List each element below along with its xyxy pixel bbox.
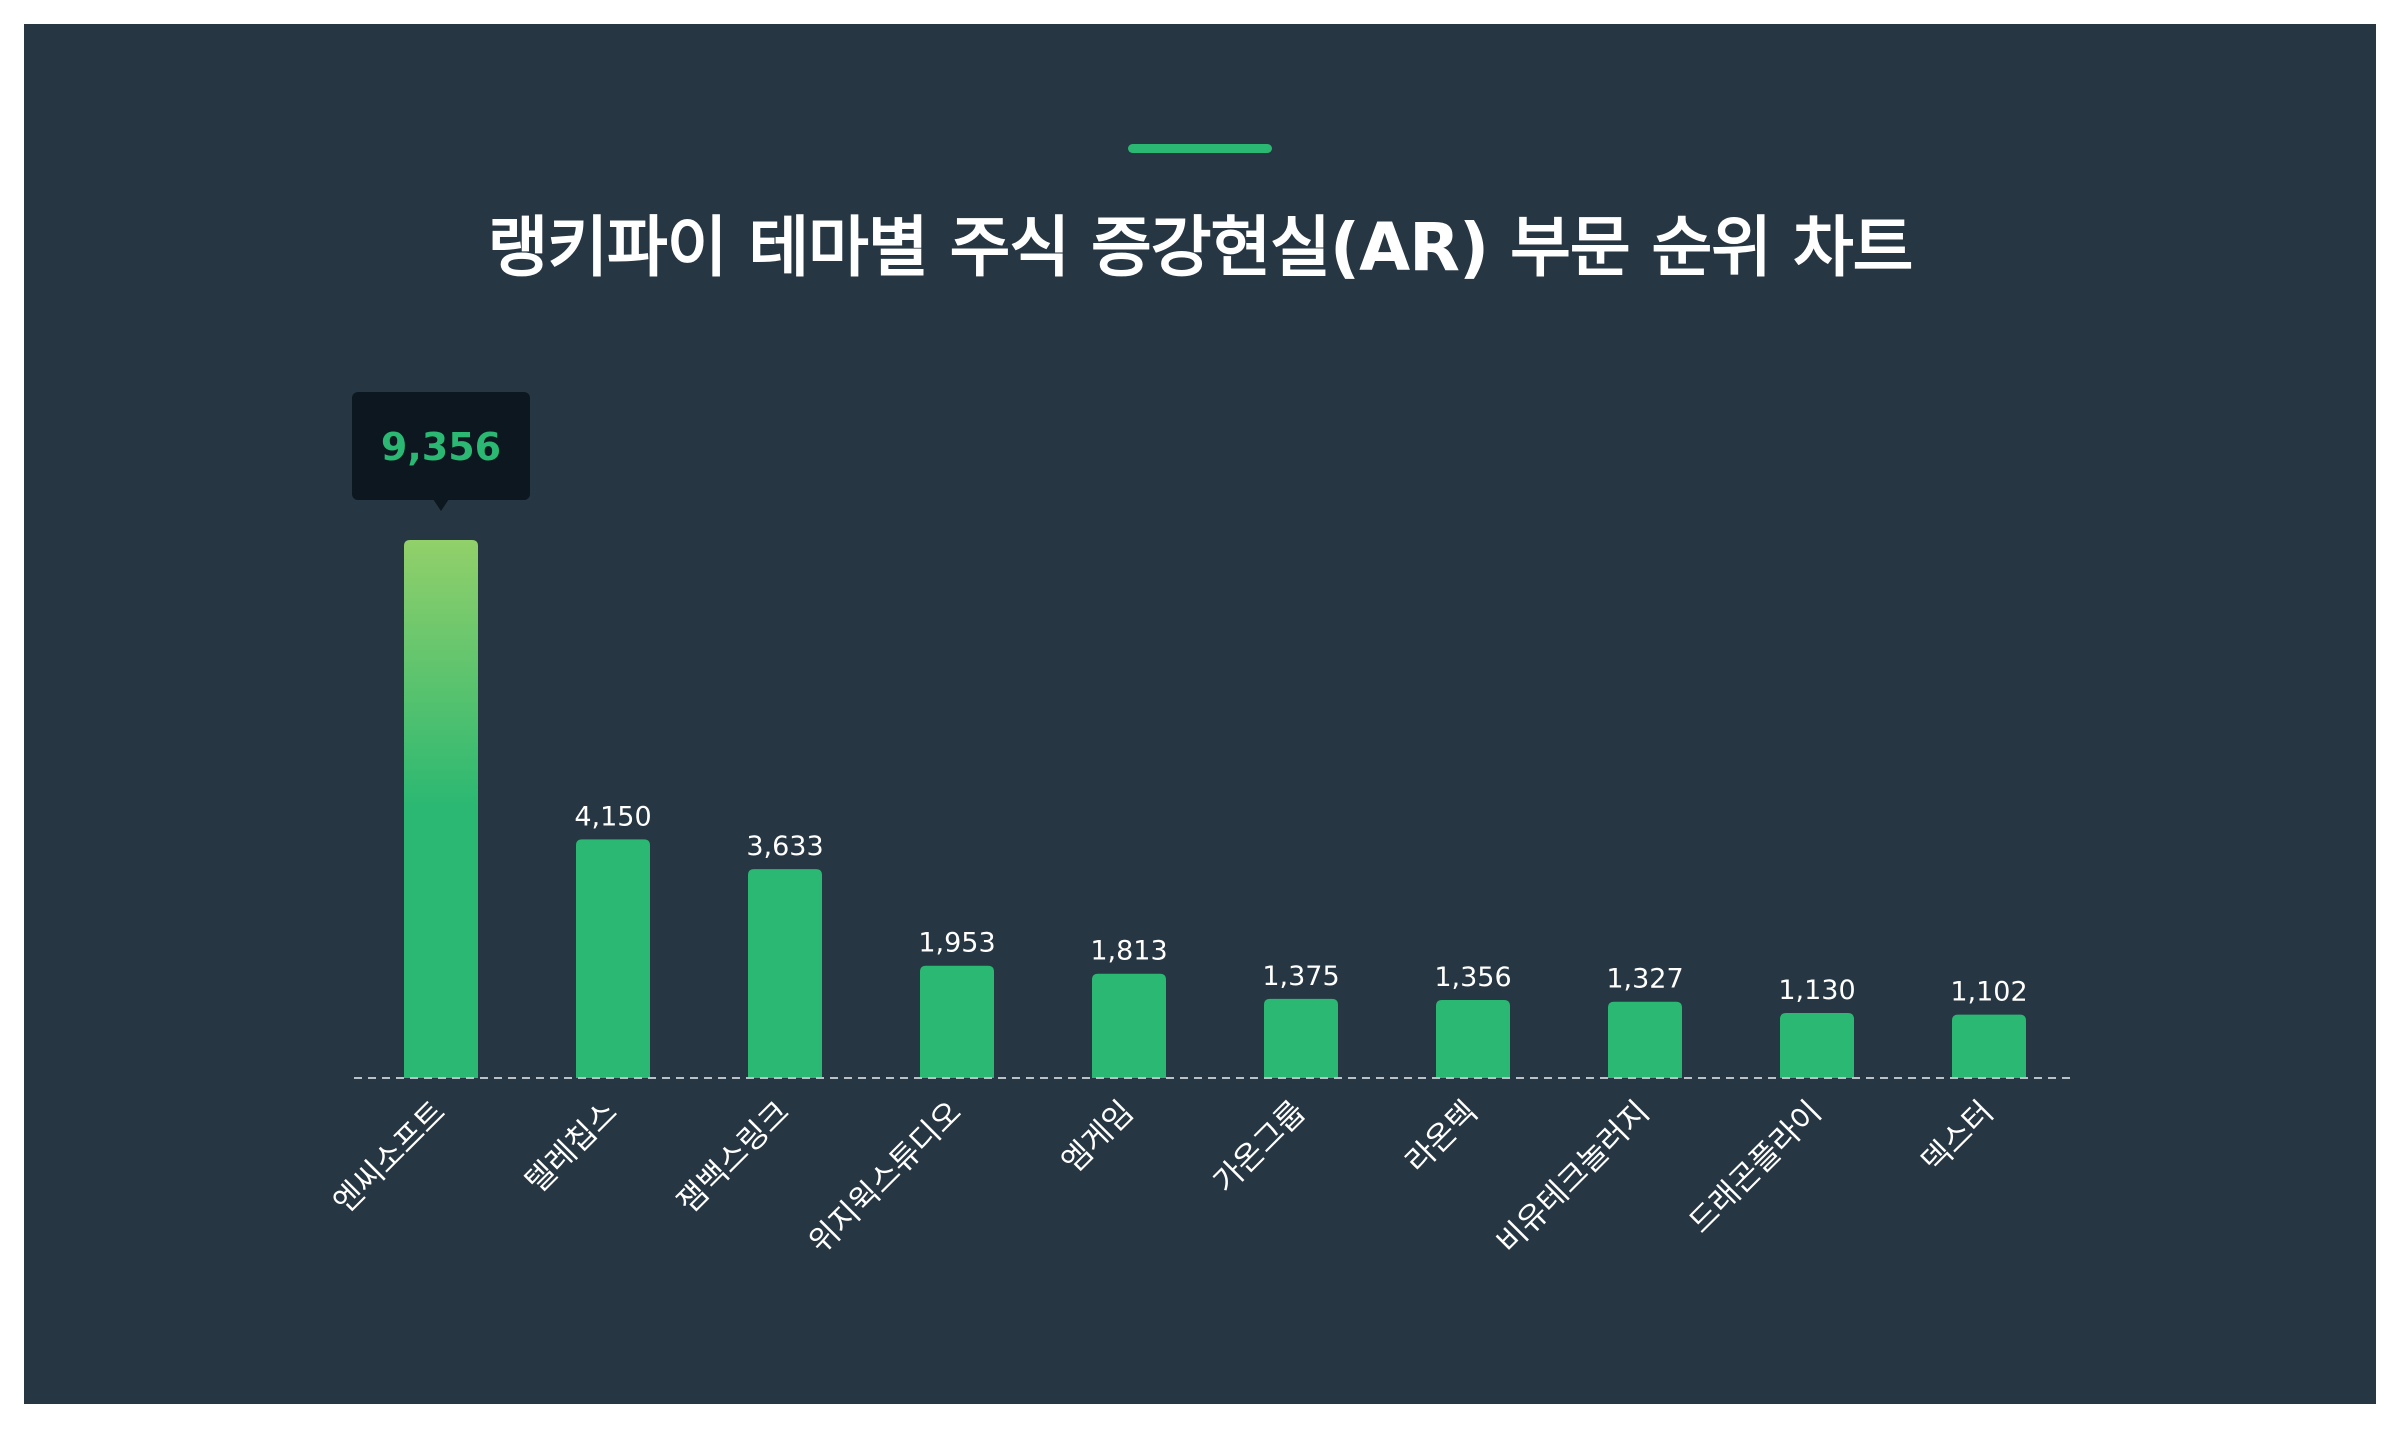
bar-5 [1092, 973, 1166, 1078]
category-label-4: 위지윅스튜디오 [802, 1094, 969, 1261]
value-label-5: 1,813 [1090, 936, 1167, 967]
value-label-10: 1,102 [1950, 977, 2027, 1008]
bars-layer: 9,356 엔씨소프트 4,150 텔레칩스 3,633 잼백스링크 1,953 위지윅스튜디… [326, 392, 2028, 1261]
bar-10 [1952, 1014, 2026, 1078]
category-label-7: 라온텍 [1399, 1094, 1485, 1180]
category-label-8: 비유테크놀러지 [1490, 1094, 1657, 1261]
bar-8 [1608, 1001, 1682, 1078]
value-label-2: 4,150 [574, 801, 651, 832]
chart-panel: 랭키파이 테마별 주식 증강현실(AR) 부문 순위 차트 9,356 엔씨소프트… [24, 24, 2376, 1404]
value-label-7: 1,356 [1434, 962, 1511, 993]
value-label-9: 1,130 [1778, 975, 1855, 1006]
top-value-tooltip: 9,356 [352, 392, 530, 511]
value-label-3: 3,633 [746, 831, 823, 862]
bar-9 [1780, 1013, 1854, 1078]
category-label-5: 엠게임 [1055, 1094, 1141, 1180]
value-label-1: 9,356 [381, 425, 501, 469]
category-label-6: 가온그룹 [1207, 1094, 1313, 1200]
bar-4 [920, 965, 994, 1078]
category-label-1: 엔씨소프트 [326, 1094, 452, 1220]
bar-6 [1264, 998, 1338, 1078]
category-label-9: 드래곤플라이 [1682, 1094, 1828, 1240]
title-accent-line [1128, 144, 1272, 153]
chart-title: 랭키파이 테마별 주식 증강현실(AR) 부문 순위 차트 [487, 209, 1914, 286]
bar-chart: 9,356 엔씨소프트 4,150 텔레칩스 3,633 잼백스링크 1,953 위지윅스튜디… [326, 392, 2076, 1261]
value-label-8: 1,327 [1606, 964, 1683, 995]
bar-7 [1436, 1000, 1510, 1078]
category-label-2: 텔레칩스 [519, 1094, 625, 1200]
value-label-6: 1,375 [1262, 961, 1339, 992]
bar-3 [748, 869, 822, 1078]
bar-1 [404, 540, 478, 1078]
value-label-4: 1,953 [918, 928, 995, 959]
category-label-3: 잼백스링크 [670, 1094, 796, 1220]
bar-2 [576, 839, 650, 1078]
category-label-10: 덱스터 [1915, 1094, 2001, 1180]
